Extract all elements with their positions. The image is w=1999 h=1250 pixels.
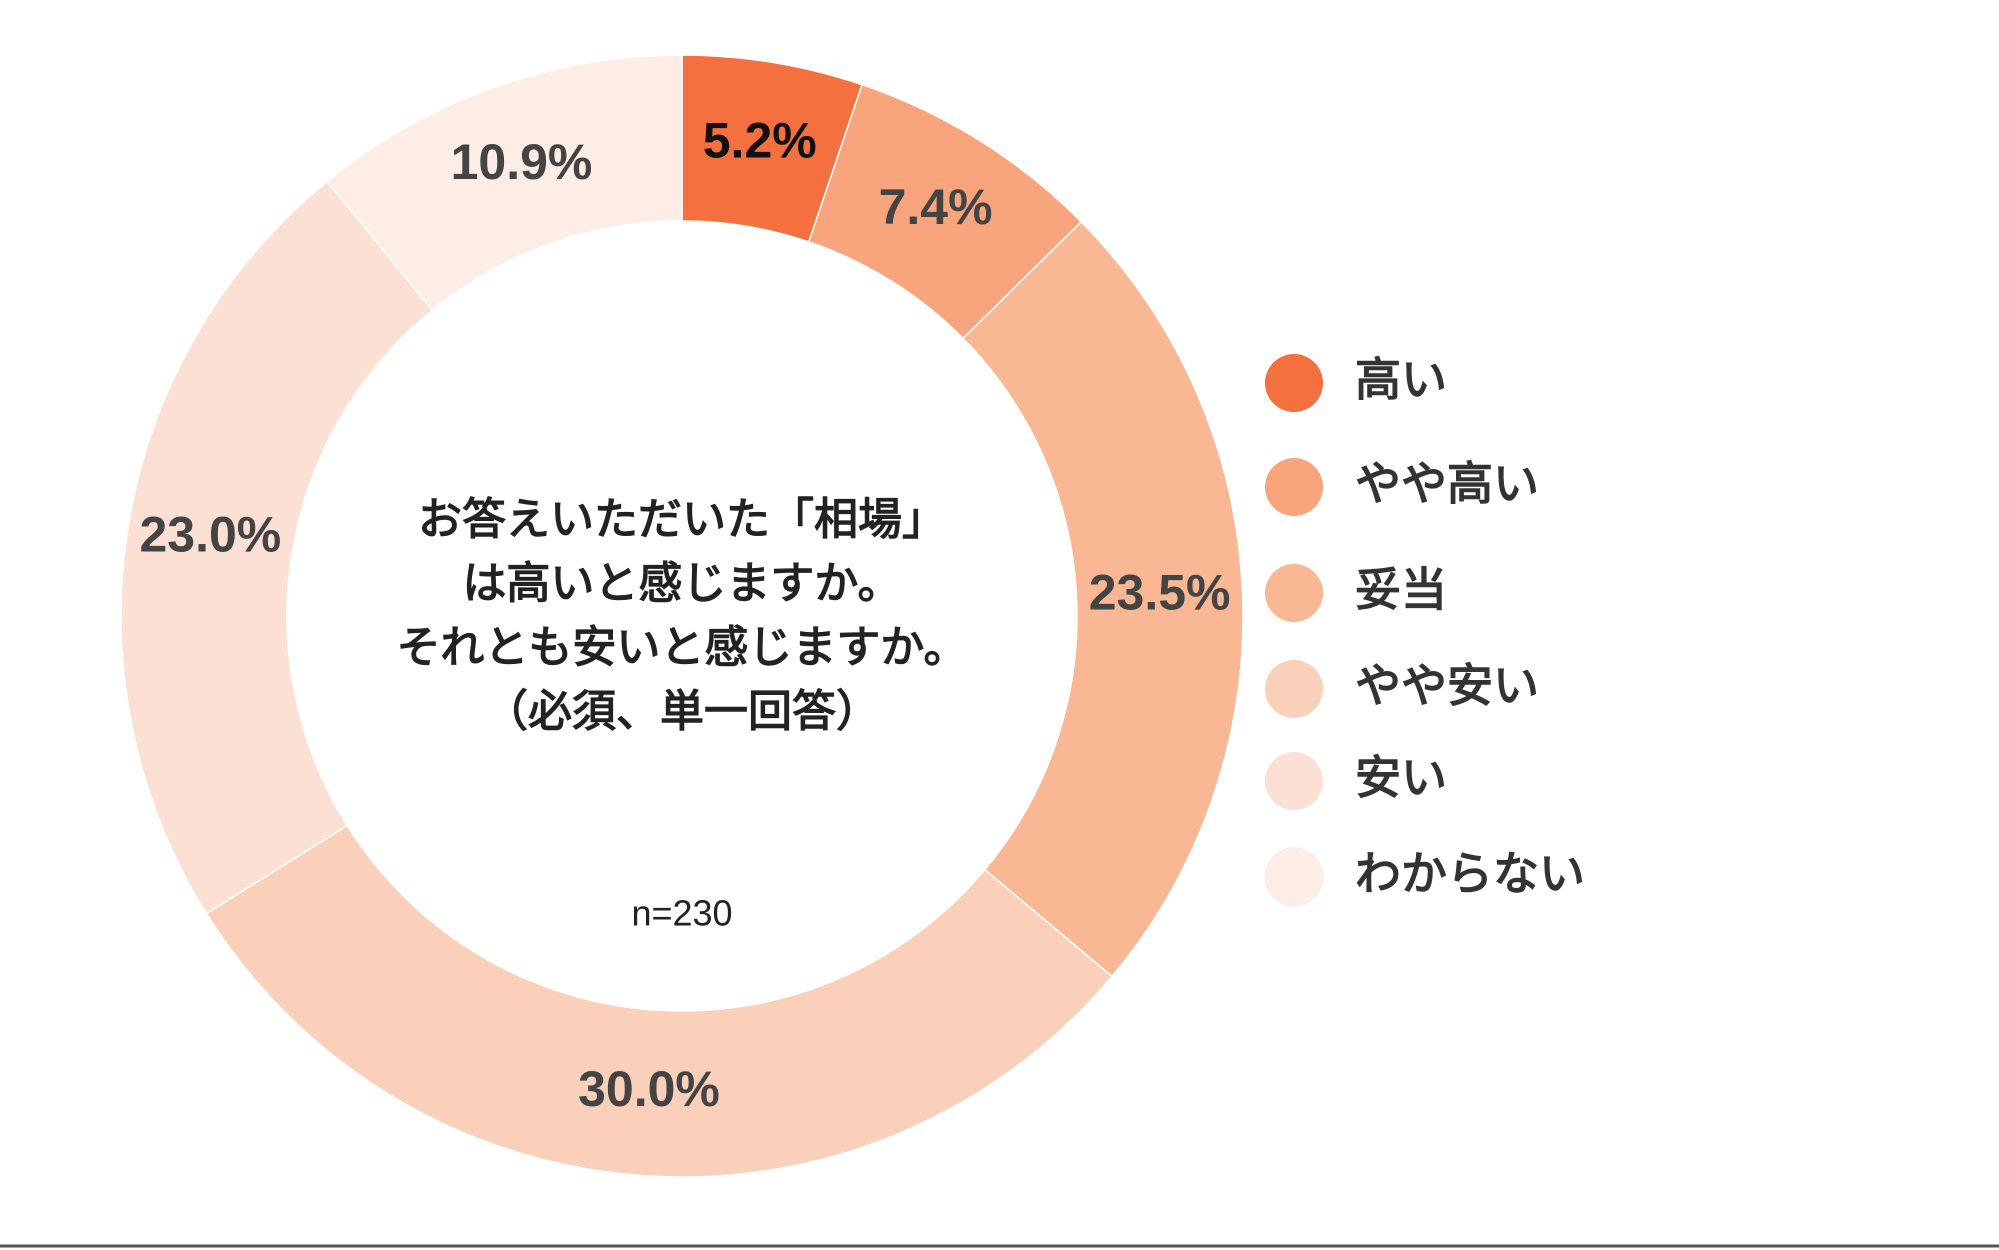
value-label: 30.0%: [578, 1061, 720, 1117]
value-label: 10.9%: [451, 134, 593, 190]
sample-size: n=230: [631, 893, 732, 934]
center-title: は高いと感じますか。: [462, 558, 901, 609]
donut-segment: [961, 220, 1244, 978]
legend-label: 妥当: [1355, 563, 1447, 617]
center-title: （必須、単一回答）: [484, 686, 880, 737]
legend-swatch: [1265, 458, 1323, 516]
donut-segment: [120, 180, 434, 915]
legend-label: 安い: [1355, 751, 1447, 805]
donut-segment: [205, 824, 1114, 1178]
legend-label: 高い: [1355, 353, 1447, 407]
value-label: 23.0%: [139, 506, 281, 562]
value-label: 5.2%: [703, 113, 817, 169]
legend-label: やや高い: [1355, 457, 1539, 511]
legend-swatch: [1265, 752, 1323, 810]
value-label: 23.5%: [1089, 565, 1231, 621]
legend-swatch: [1264, 847, 1324, 907]
legend-swatch: [1265, 354, 1323, 412]
legend-swatch: [1265, 660, 1323, 718]
legend-swatch: [1265, 564, 1323, 622]
center-title: お答えいただいた「相場」: [418, 494, 946, 545]
center-title: それとも安いと感じますか。: [396, 622, 967, 673]
legend-label: やや安い: [1355, 659, 1539, 713]
legend-label: わからない: [1355, 847, 1585, 901]
donut-segment: [326, 54, 683, 312]
value-label: 7.4%: [879, 179, 993, 235]
